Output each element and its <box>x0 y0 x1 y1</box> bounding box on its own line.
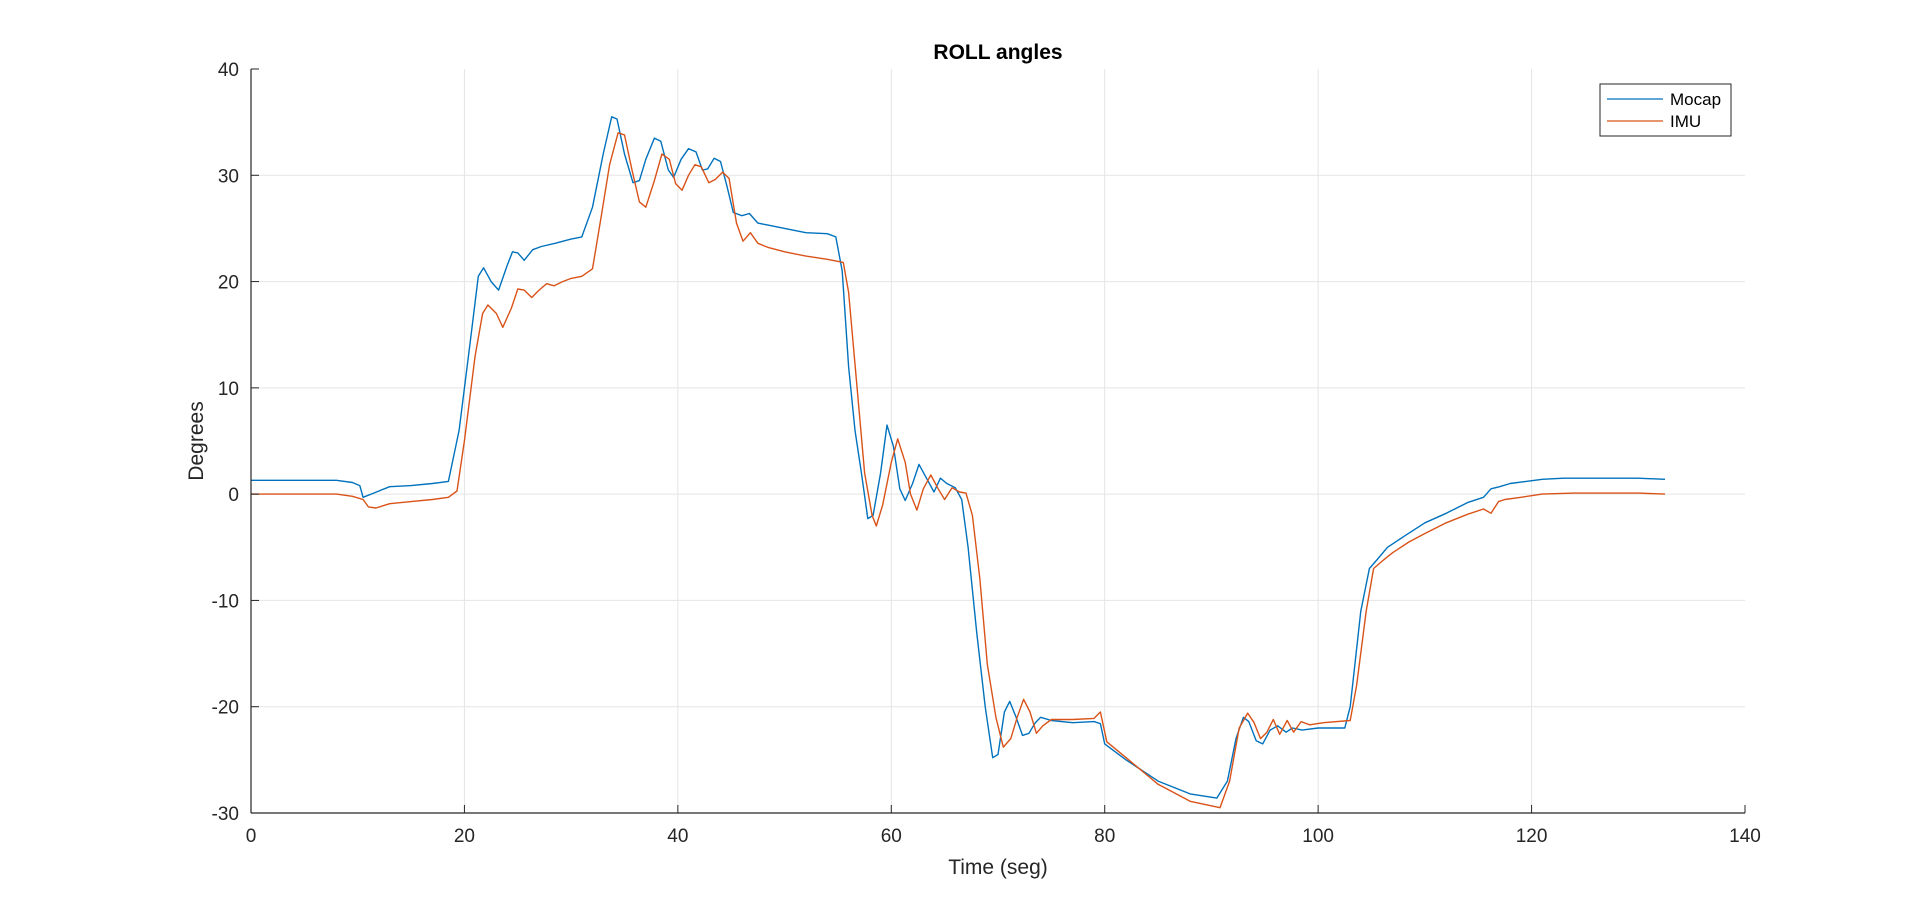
legend-label-mocap: Mocap <box>1670 90 1721 109</box>
series-line-mocap <box>251 116 1666 799</box>
x-tick-label: 140 <box>1729 826 1761 847</box>
legend-box <box>1599 83 1732 137</box>
x-tick-label: 80 <box>1094 826 1115 847</box>
x-axis-ticks: 0 20 40 60 80 100 120 140 <box>246 805 1761 847</box>
x-tick-label: 40 <box>667 826 688 847</box>
series-line-imu <box>251 132 1666 809</box>
x-tick-label: 120 <box>1516 826 1548 847</box>
series-layer <box>251 116 1666 809</box>
y-tick-label: 40 <box>218 60 239 81</box>
x-tick-label: 60 <box>881 826 902 847</box>
y-tick-label: -30 <box>212 804 239 825</box>
y-tick-label: -10 <box>212 591 239 612</box>
y-tick-label: 20 <box>218 273 239 294</box>
y-axis-ticks: 40 30 20 10 0 -10 -20 -30 <box>212 60 259 825</box>
axes <box>250 69 1745 814</box>
y-axis-label: Degrees <box>185 401 208 480</box>
legend-label-imu: IMU <box>1670 112 1701 131</box>
y-tick-label: 0 <box>228 485 239 506</box>
y-tick-label: 10 <box>218 379 239 400</box>
x-tick-label: 0 <box>246 826 257 847</box>
y-tick-label: -20 <box>212 698 239 719</box>
x-tick-label: 100 <box>1302 826 1334 847</box>
legend: Mocap IMU <box>1599 83 1732 137</box>
x-tick-label: 20 <box>454 826 475 847</box>
chart-title: ROLL angles <box>933 41 1062 64</box>
axes-background <box>251 69 1745 813</box>
x-axis-label: Time (seg) <box>948 856 1048 879</box>
y-tick-label: 30 <box>218 166 239 187</box>
